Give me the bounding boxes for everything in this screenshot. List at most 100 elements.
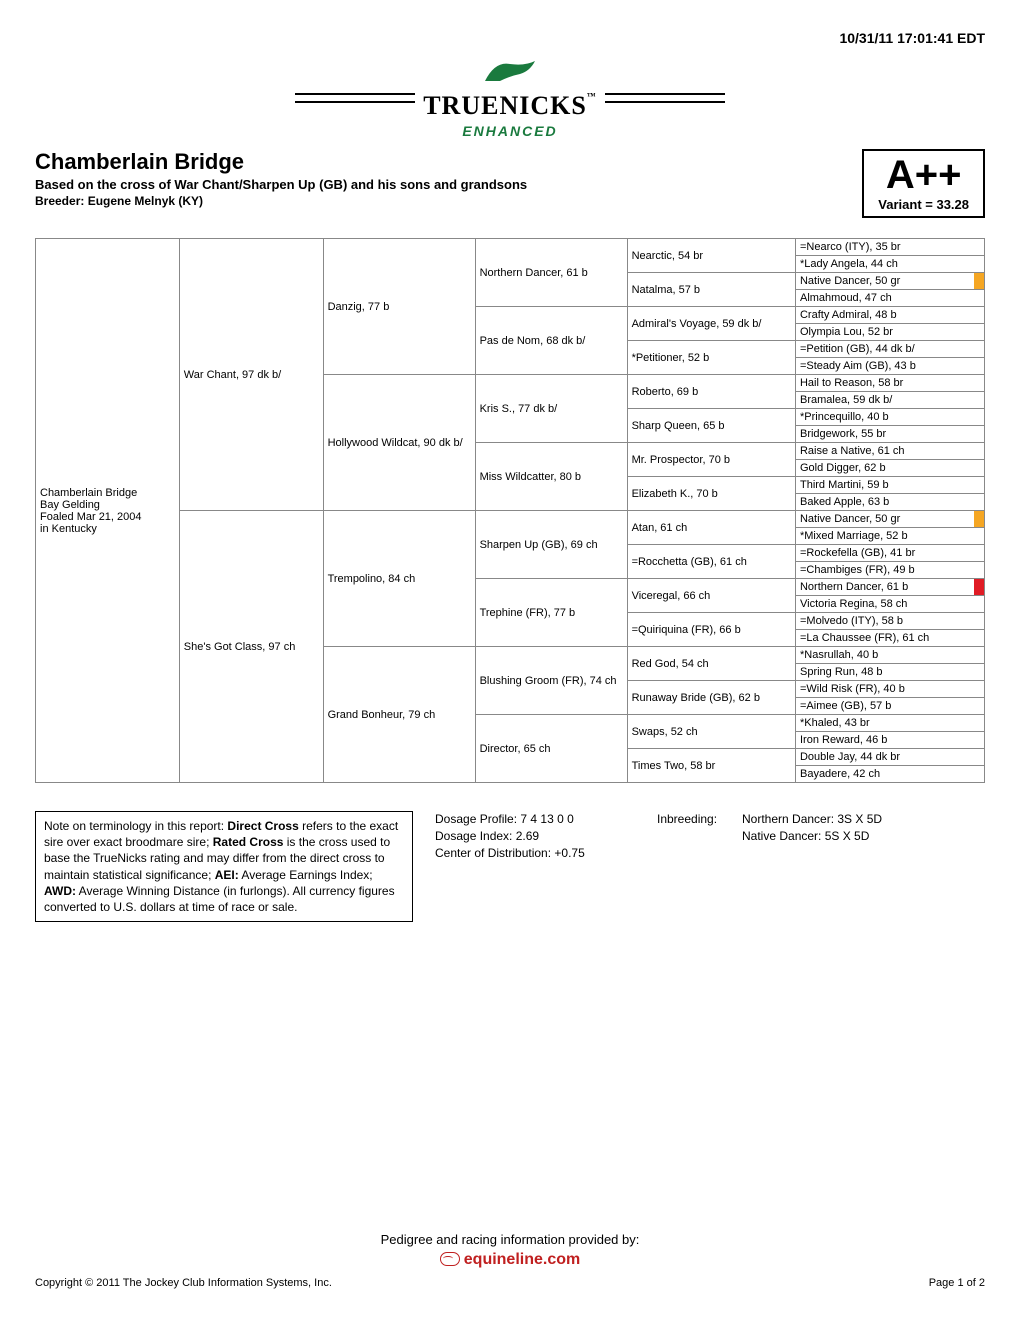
page-number: Page 1 of 2 <box>929 1277 985 1289</box>
gen5-cell: Olympia Lou, 52 br <box>795 324 984 341</box>
gen5-cell: Crafty Admiral, 48 b <box>795 307 984 324</box>
gen5-cell: =Chambiges (FR), 49 b <box>795 562 984 579</box>
gen5-cell: *Nasrullah, 40 b <box>795 647 984 664</box>
gen4-cell: Viceregal, 66 ch <box>627 579 795 613</box>
based-on: Based on the cross of War Chant/Sharpen … <box>35 177 862 192</box>
gen3-cell: Trephine (FR), 77 b <box>475 579 627 647</box>
gen5-cell: =Wild Risk (FR), 40 b <box>795 681 984 698</box>
gen5-cell: *Mixed Marriage, 52 b <box>795 528 984 545</box>
gen5-cell: Northern Dancer, 61 b <box>795 579 984 596</box>
gen4-cell: Red God, 54 ch <box>627 647 795 681</box>
gen4-cell: Times Two, 58 br <box>627 749 795 783</box>
gen3-cell: Pas de Nom, 68 dk b/ <box>475 307 627 375</box>
gen5-cell: Bramalea, 59 dk b/ <box>795 392 984 409</box>
gen5-cell: Hail to Reason, 58 br <box>795 375 984 392</box>
dosage-index: Dosage Index: 2.69 <box>435 828 635 845</box>
page: 10/31/11 17:01:41 EDT TRUENICKS™ ENHANCE… <box>0 0 1020 1319</box>
inbreeding-line: Native Dancer: 5S X 5D <box>742 828 882 845</box>
gen4-cell: Sharp Queen, 65 b <box>627 409 795 443</box>
gen5-cell: Double Jay, 44 dk br <box>795 749 984 766</box>
inbreed-marker <box>974 579 984 595</box>
gen3-cell: Kris S., 77 dk b/ <box>475 375 627 443</box>
gen5-cell: =Steady Aim (GB), 43 b <box>795 358 984 375</box>
gen3-cell: Sharpen Up (GB), 69 ch <box>475 511 627 579</box>
gen4-cell: Roberto, 69 b <box>627 375 795 409</box>
gen5-cell: Baked Apple, 63 b <box>795 494 984 511</box>
gen5-cell: Spring Run, 48 b <box>795 664 984 681</box>
copyright: Copyright © 2011 The Jockey Club Informa… <box>35 1277 332 1289</box>
footer: Pedigree and racing information provided… <box>35 1232 985 1289</box>
inbreeding-line: Northern Dancer: 3S X 5D <box>742 811 882 828</box>
gen4-cell: Elizabeth K., 70 b <box>627 477 795 511</box>
gen5-cell: Almahmoud, 47 ch <box>795 290 984 307</box>
dosage-center: Center of Distribution: +0.75 <box>435 845 635 862</box>
gen5-cell: *Princequillo, 40 b <box>795 409 984 426</box>
terminology-note: Note on terminology in this report: Dire… <box>35 811 413 922</box>
gen5-cell: Gold Digger, 62 b <box>795 460 984 477</box>
rule-left <box>295 93 415 103</box>
gen4-cell: Natalma, 57 b <box>627 273 795 307</box>
gen5-cell: =Aimee (GB), 57 b <box>795 698 984 715</box>
gen4-cell: =Rocchetta (GB), 61 ch <box>627 545 795 579</box>
equineline-logo: equineline.com <box>35 1251 985 1269</box>
header: Chamberlain Bridge Based on the cross of… <box>35 149 985 218</box>
gen5-cell: Raise a Native, 61 ch <box>795 443 984 460</box>
inbreed-marker <box>974 511 984 527</box>
gen4-cell: Mr. Prospector, 70 b <box>627 443 795 477</box>
gen5-cell: *Lady Angela, 44 ch <box>795 256 984 273</box>
notes-row: Note on terminology in this report: Dire… <box>35 811 985 922</box>
gen5-cell: *Khaled, 43 br <box>795 715 984 732</box>
gen2-cell: Danzig, 77 b <box>323 239 475 375</box>
gen2-cell: Hollywood Wildcat, 90 dk b/ <box>323 375 475 511</box>
timestamp: 10/31/11 17:01:41 EDT <box>35 30 985 46</box>
gen5-cell: Iron Reward, 46 b <box>795 732 984 749</box>
rule-right <box>605 93 725 103</box>
grade: A++ <box>878 155 969 195</box>
gen1-cell: War Chant, 97 dk b/ <box>179 239 323 511</box>
logo: TRUENICKS™ ENHANCED <box>423 56 597 139</box>
gen4-cell: Nearctic, 54 br <box>627 239 795 273</box>
gen5-cell: Bridgework, 55 br <box>795 426 984 443</box>
breeder: Breeder: Eugene Melnyk (KY) <box>35 194 862 208</box>
horse-icon <box>480 56 540 86</box>
logo-sub: ENHANCED <box>423 123 597 139</box>
gen5-cell: Victoria Regina, 58 ch <box>795 596 984 613</box>
gen5-cell: =La Chaussee (FR), 61 ch <box>795 630 984 647</box>
gen3-cell: Northern Dancer, 61 b <box>475 239 627 307</box>
gen5-cell: Bayadere, 42 ch <box>795 766 984 783</box>
pedigree-table: Chamberlain BridgeBay GeldingFoaled Mar … <box>35 238 985 783</box>
dosage-profile: Dosage Profile: 7 4 13 0 0 <box>435 811 635 828</box>
gen5-cell: =Rockefella (GB), 41 br <box>795 545 984 562</box>
inbreeding: Inbreeding: Northern Dancer: 3S X 5D Nat… <box>657 811 985 922</box>
gen4-cell: Admiral's Voyage, 59 dk b/ <box>627 307 795 341</box>
gen2-cell: Grand Bonheur, 79 ch <box>323 647 475 783</box>
gen4-cell: *Petitioner, 52 b <box>627 341 795 375</box>
gen5-cell: Third Martini, 59 b <box>795 477 984 494</box>
gen3-cell: Director, 65 ch <box>475 715 627 783</box>
gen4-cell: =Quiriquina (FR), 66 b <box>627 613 795 647</box>
logo-text: TRUENICKS™ <box>423 91 597 121</box>
gen5-cell: Native Dancer, 50 gr <box>795 273 984 290</box>
inbreeding-label: Inbreeding: <box>657 811 742 922</box>
gen4-cell: Swaps, 52 ch <box>627 715 795 749</box>
grade-box: A++ Variant = 33.28 <box>862 149 985 218</box>
horse-name: Chamberlain Bridge <box>35 149 862 175</box>
pedigree-row: Chamberlain BridgeBay GeldingFoaled Mar … <box>36 239 985 256</box>
gen5-cell: Native Dancer, 50 gr <box>795 511 984 528</box>
gen3-cell: Miss Wildcatter, 80 b <box>475 443 627 511</box>
dosage: Dosage Profile: 7 4 13 0 0 Dosage Index:… <box>435 811 635 922</box>
provided-by: Pedigree and racing information provided… <box>35 1232 985 1247</box>
logo-row: TRUENICKS™ ENHANCED <box>35 56 985 139</box>
gen4-cell: Runaway Bride (GB), 62 b <box>627 681 795 715</box>
gen1-cell: She's Got Class, 97 ch <box>179 511 323 783</box>
subject-cell: Chamberlain BridgeBay GeldingFoaled Mar … <box>36 239 180 783</box>
gen4-cell: Atan, 61 ch <box>627 511 795 545</box>
equineline-icon <box>440 1252 460 1266</box>
gen2-cell: Trempolino, 84 ch <box>323 511 475 647</box>
gen5-cell: =Molvedo (ITY), 58 b <box>795 613 984 630</box>
gen3-cell: Blushing Groom (FR), 74 ch <box>475 647 627 715</box>
inbreed-marker <box>974 273 984 289</box>
variant: Variant = 33.28 <box>878 197 969 212</box>
gen5-cell: =Nearco (ITY), 35 br <box>795 239 984 256</box>
gen5-cell: =Petition (GB), 44 dk b/ <box>795 341 984 358</box>
